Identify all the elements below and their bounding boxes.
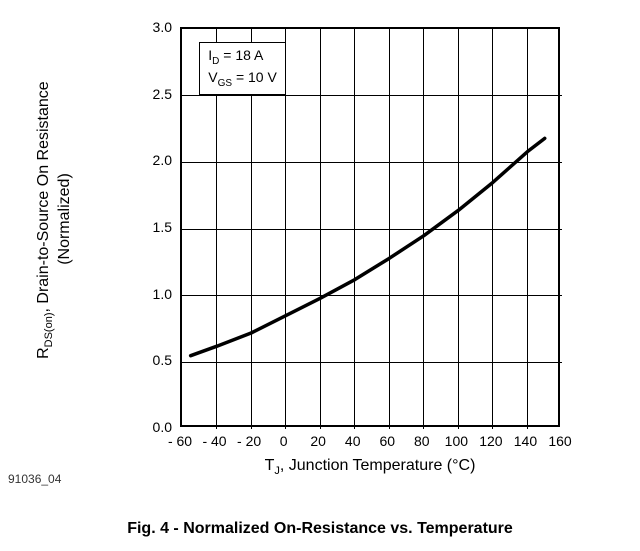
conditions-annotation: ID = 18 AVGS = 10 V bbox=[199, 42, 286, 95]
x-tick-label: - 20 bbox=[237, 433, 261, 449]
x-tick-label: 20 bbox=[310, 433, 326, 449]
figure-reference-code: 91036_04 bbox=[8, 472, 61, 486]
y-tick-label: 1.5 bbox=[142, 219, 172, 235]
figure-page: RDS(on), Drain-to-Source On Resistance (… bbox=[0, 0, 640, 551]
x-tick-label: 80 bbox=[414, 433, 430, 449]
y-tick-label: 0.0 bbox=[142, 419, 172, 435]
figure-caption: Fig. 4 - Normalized On-Resistance vs. Te… bbox=[0, 520, 640, 538]
y-tick-label: 2.0 bbox=[142, 152, 172, 168]
chart-container: ID = 18 AVGS = 10 V TJ, Junction Tempera… bbox=[130, 15, 570, 435]
y-tick-label: 3.0 bbox=[142, 19, 172, 35]
x-tick-label: 40 bbox=[345, 433, 361, 449]
plot-area: ID = 18 AVGS = 10 V bbox=[180, 27, 560, 427]
y-tick-label: 1.0 bbox=[142, 286, 172, 302]
x-tick-label: 120 bbox=[479, 433, 502, 449]
x-tick-label: 140 bbox=[514, 433, 537, 449]
x-tick-label: 160 bbox=[548, 433, 571, 449]
x-tick-label: 60 bbox=[379, 433, 395, 449]
x-axis-label: TJ, Junction Temperature (°C) bbox=[180, 457, 560, 477]
x-tick-label: 100 bbox=[445, 433, 468, 449]
y-axis-label-line2: (Normalized) bbox=[56, 69, 74, 369]
x-tick-label: 0 bbox=[280, 433, 288, 449]
y-axis-label-line1: RDS(on), Drain-to-Source On Resistance bbox=[35, 70, 55, 370]
x-tick-label: - 60 bbox=[168, 433, 192, 449]
y-tick-label: 2.5 bbox=[142, 86, 172, 102]
x-tick-label: - 40 bbox=[202, 433, 226, 449]
y-tick-label: 0.5 bbox=[142, 352, 172, 368]
